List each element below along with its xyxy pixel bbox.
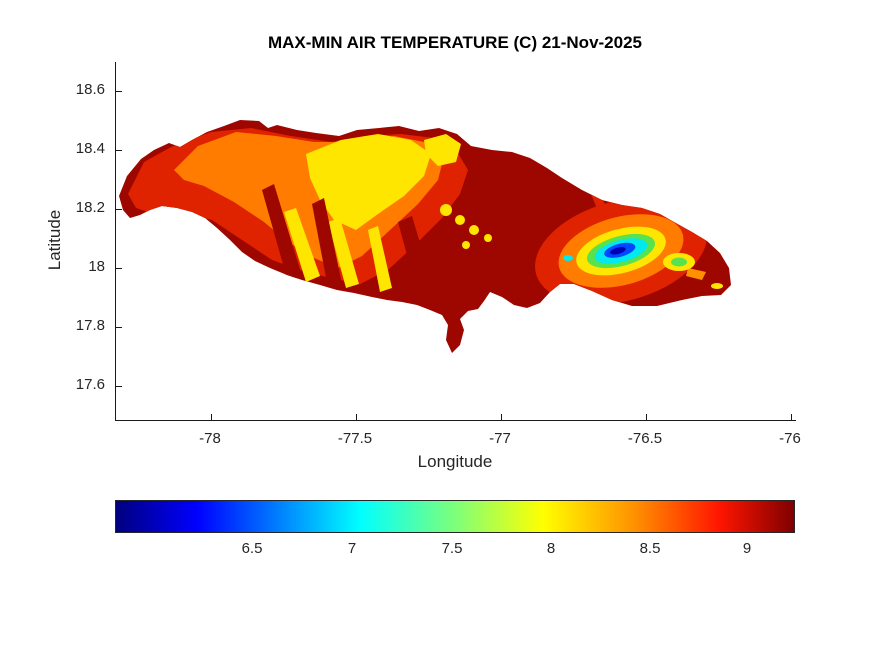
colorbar-tick-label: 8.5 bbox=[639, 540, 661, 557]
jamaica-temperature-map bbox=[119, 120, 731, 353]
colorbar-tick-label: 6.5 bbox=[241, 540, 263, 557]
chart-title: MAX-MIN AIR TEMPERATURE (C) 21-Nov-2025 bbox=[267, 33, 643, 52]
y-tick-mark bbox=[116, 91, 122, 93]
x-tick-mark bbox=[791, 414, 793, 420]
x-axis-label: Longitude bbox=[417, 452, 493, 471]
y-tick-label: 18 bbox=[88, 258, 105, 275]
x-tick-mark bbox=[356, 414, 358, 420]
y-tick-label: 18.6 bbox=[75, 81, 105, 98]
y-tick-mark bbox=[116, 268, 122, 270]
x-tick-label: -78 bbox=[199, 430, 221, 447]
colorbar-tick-label: 9 bbox=[742, 540, 752, 557]
colorbar bbox=[115, 500, 795, 533]
y-tick-mark bbox=[116, 386, 122, 388]
y-tick-label: 18.4 bbox=[75, 140, 105, 157]
plot-area bbox=[115, 62, 796, 421]
y-tick-label: 18.2 bbox=[75, 199, 105, 216]
x-tick-label: -77.5 bbox=[337, 430, 373, 447]
x-tick-mark bbox=[501, 414, 503, 420]
colorbar-tick-label: 7.5 bbox=[441, 540, 463, 557]
colorbar-tick-label: 7 bbox=[347, 540, 357, 557]
x-tick-label: -76.5 bbox=[627, 430, 663, 447]
x-tick-mark bbox=[646, 414, 648, 420]
y-tick-mark bbox=[116, 327, 122, 329]
x-tick-label: -76 bbox=[779, 430, 801, 447]
x-tick-mark bbox=[211, 414, 213, 420]
y-tick-mark bbox=[116, 209, 122, 211]
x-tick-label: -77 bbox=[489, 430, 511, 447]
y-tick-mark bbox=[116, 150, 122, 152]
y-tick-label: 17.8 bbox=[75, 317, 105, 334]
colorbar-tick-label: 8 bbox=[546, 540, 556, 557]
y-tick-label: 17.6 bbox=[75, 376, 105, 393]
